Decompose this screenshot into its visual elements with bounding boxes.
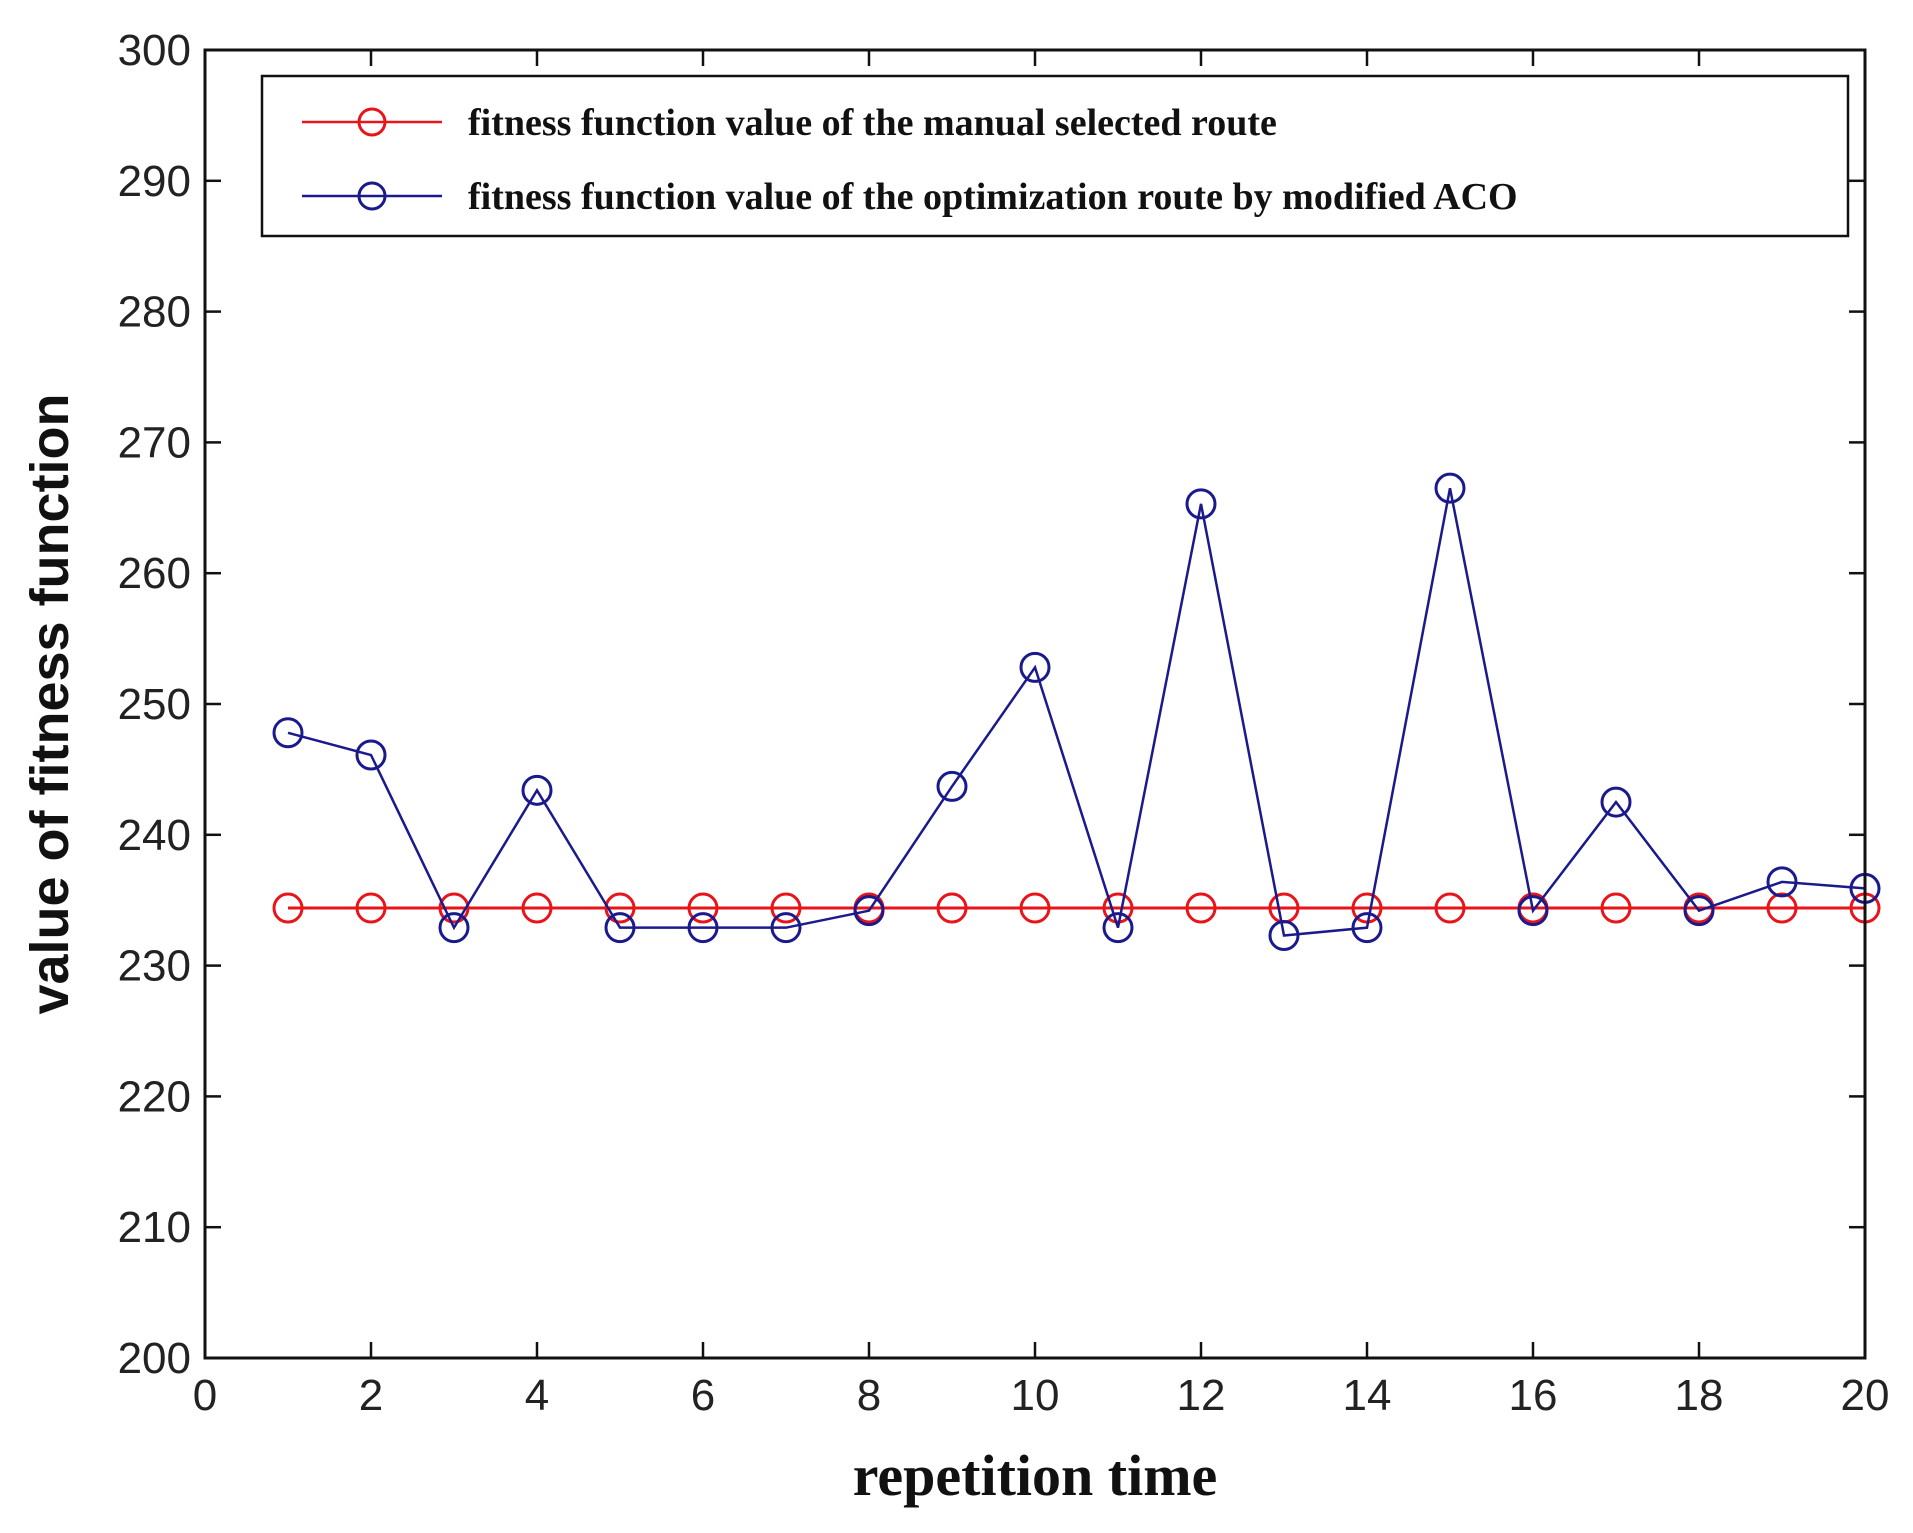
data-point-aco-route — [438, 912, 470, 944]
x-tick-label: 14 — [1343, 1371, 1392, 1420]
x-tick-label: 2 — [359, 1371, 383, 1420]
y-axis-label: value of fitness function — [20, 393, 80, 1014]
data-point-aco-route — [1268, 920, 1300, 952]
data-point-aco-route — [521, 774, 553, 806]
legend-label-aco-route: fitness function value of the optimizati… — [468, 176, 1518, 218]
data-point-aco-route — [272, 717, 304, 749]
x-tick-label: 16 — [1509, 1371, 1558, 1420]
x-tick-label: 18 — [1675, 1371, 1724, 1420]
data-point-aco-route — [1517, 895, 1549, 927]
data-point-aco-route — [355, 739, 387, 771]
data-point-manual-route — [604, 892, 636, 924]
x-tick-label: 4 — [525, 1371, 549, 1420]
y-tick-label: 300 — [118, 26, 191, 75]
data-point-aco-route — [1600, 786, 1632, 818]
y-tick-label: 290 — [118, 157, 191, 206]
y-tick-label: 270 — [118, 418, 191, 467]
data-point-aco-route — [1434, 472, 1466, 504]
data-point-manual-route — [438, 892, 470, 924]
data-point-aco-route — [1019, 651, 1051, 683]
data-point-aco-route — [1683, 895, 1715, 927]
x-axis-label: repetition time — [853, 1443, 1218, 1508]
data-point-aco-route — [936, 770, 968, 802]
y-tick-label: 240 — [118, 811, 191, 860]
x-tick-label: 0 — [193, 1371, 217, 1420]
axes: 0 2 4 6 8 10 12 14 16 18 20 200 210 220 230 240 250 260 27… — [118, 26, 1890, 1420]
x-tick-label: 6 — [691, 1371, 715, 1420]
data-point-manual-route — [1766, 892, 1798, 924]
data-point-manual-route — [272, 892, 304, 924]
data-point-manual-route — [355, 892, 387, 924]
data-point-manual-route — [1600, 892, 1632, 924]
x-tick-label: 8 — [857, 1371, 881, 1420]
data-point-aco-route — [1766, 866, 1798, 898]
y-tick-label: 200 — [118, 1334, 191, 1383]
data-point-manual-route — [521, 892, 553, 924]
series-line-aco-route — [287, 487, 1866, 937]
data-point-aco-route — [687, 912, 719, 944]
data-point-manual-route — [1434, 892, 1466, 924]
legend-marker-aco-route — [357, 181, 387, 211]
data-point-manual-route — [687, 892, 719, 924]
data-point-manual-route — [1185, 892, 1217, 924]
x-tick-label: 12 — [1177, 1371, 1226, 1420]
y-tick-label: 220 — [118, 1072, 191, 1121]
data-point-aco-route — [604, 912, 636, 944]
legend-label-manual-route: fitness function value of the manual sel… — [468, 102, 1277, 144]
data-point-aco-route — [1185, 488, 1217, 520]
data-point-aco-route — [770, 912, 802, 944]
data-point-aco-route — [853, 895, 885, 927]
y-tick-label: 230 — [118, 942, 191, 991]
x-tick-label: 10 — [1011, 1371, 1060, 1420]
y-tick-label: 210 — [118, 1203, 191, 1252]
y-tick-label: 260 — [118, 549, 191, 598]
plot-area — [272, 472, 1881, 952]
legend-marker-manual-route — [357, 107, 387, 137]
x-tick-label: 20 — [1841, 1371, 1890, 1420]
data-point-manual-route — [770, 892, 802, 924]
legend: fitness function value of the manual sel… — [260, 74, 1850, 238]
data-point-aco-route — [1351, 912, 1383, 944]
data-point-manual-route — [936, 892, 968, 924]
y-tick-label: 280 — [118, 288, 191, 337]
y-tick-label: 250 — [118, 680, 191, 729]
legend-box — [260, 74, 1850, 238]
data-point-aco-route — [1102, 912, 1134, 944]
data-point-manual-route — [1019, 892, 1051, 924]
